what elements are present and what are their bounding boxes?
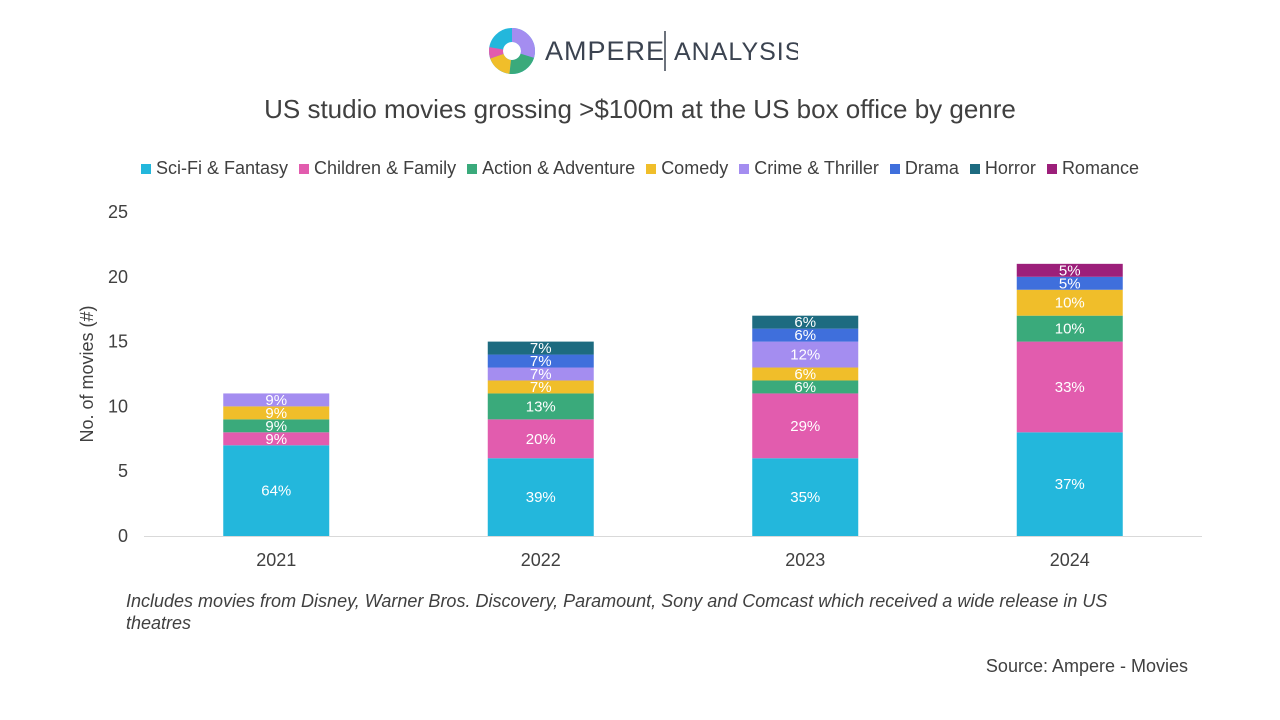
source-note: Source: Ampere - Movies xyxy=(985,656,1188,676)
bar-segment xyxy=(1016,276,1123,290)
bar-segment xyxy=(752,328,859,342)
legend-label: Crime & Thriller xyxy=(754,158,879,178)
legend-swatch xyxy=(889,163,900,174)
legend-swatch xyxy=(467,163,478,174)
bar-data-label: 20% xyxy=(526,431,556,448)
legend-swatch xyxy=(739,163,750,174)
bar-segment xyxy=(223,406,330,420)
footnote: Includes movies from Disney, Warner Bros… xyxy=(126,591,1108,633)
y-tick-label: 25 xyxy=(108,202,128,222)
legend-item: Drama xyxy=(889,158,959,179)
legend-label: Romance xyxy=(1061,158,1139,178)
bar-data-label: 35% xyxy=(790,489,820,506)
legend-item: Crime & Thriller xyxy=(739,158,879,179)
bar-data-label: 9% xyxy=(265,431,287,448)
chart-legend: Sci-Fi & Fantasy Children & Family Action … xyxy=(0,158,1280,179)
logo-word-analysis: ANALYSIS xyxy=(674,38,798,66)
legend-swatch xyxy=(1046,163,1057,174)
logo-word-ampere: AMPERE xyxy=(545,36,665,66)
bar-data-label: 37% xyxy=(1055,476,1085,493)
bar-segment xyxy=(487,341,594,355)
bar-data-label: 6% xyxy=(794,327,816,344)
y-tick-label: 15 xyxy=(108,332,128,352)
y-tick-label: 0 xyxy=(118,526,128,546)
bar-data-label: 9% xyxy=(265,405,287,422)
bar-segment xyxy=(752,315,859,329)
legend-swatch xyxy=(299,163,310,174)
bar-data-label: 10% xyxy=(1055,321,1085,338)
bar-data-label: 6% xyxy=(794,379,816,396)
chart-title: US studio movies grossing >$100m at the … xyxy=(264,94,1016,124)
bar-segment xyxy=(1016,289,1123,316)
bar-data-label: 7% xyxy=(530,366,552,383)
x-tick-label: 2024 xyxy=(1050,550,1090,570)
legend-swatch xyxy=(141,163,151,174)
bar-data-label: 7% xyxy=(530,353,552,370)
y-tick-label: 10 xyxy=(108,396,128,416)
bar-data-label: 39% xyxy=(526,489,556,506)
legend-item: Children & Family xyxy=(299,158,456,179)
legend-label: Horror xyxy=(984,158,1036,178)
legend-label: Comedy xyxy=(661,158,729,178)
bar-data-label: 64% xyxy=(261,483,291,500)
legend-label: Children & Family xyxy=(314,158,457,178)
bar-data-label: 7% xyxy=(530,340,552,357)
bar-segment xyxy=(223,432,330,446)
y-tick-label: 20 xyxy=(108,267,128,287)
bar-data-label: 9% xyxy=(265,418,287,435)
legend-label: Action & Adventure xyxy=(482,158,636,178)
bar-segment xyxy=(1016,263,1123,277)
bar-segment xyxy=(223,445,330,536)
legend-item: Sci-Fi & Fantasy xyxy=(141,158,288,179)
legend-label: Sci-Fi & Fantasy xyxy=(156,158,289,178)
bar-segment xyxy=(487,393,594,420)
bar-segment xyxy=(487,367,594,381)
legend-item: Action & Adventure xyxy=(467,158,635,179)
y-tick-label: 5 xyxy=(118,461,128,481)
bar-segment xyxy=(487,380,594,394)
x-tick-label: 2022 xyxy=(521,550,561,570)
bar-segment xyxy=(1016,315,1123,342)
bar-segment xyxy=(752,367,859,381)
y-axis-label: No. of movies (#) xyxy=(77,305,97,442)
bar-segment xyxy=(1016,341,1123,433)
x-tick-label: 2021 xyxy=(256,550,296,570)
legend-swatch xyxy=(646,163,657,174)
bar-data-label: 6% xyxy=(794,314,816,331)
ampere-analysis-logo: AMPERE ANALYSIS xyxy=(489,28,798,74)
bar-data-label: 9% xyxy=(265,392,287,409)
bar-segment xyxy=(752,393,859,459)
bar-data-label: 33% xyxy=(1055,379,1085,396)
bar-data-label: 13% xyxy=(526,398,556,415)
bar-data-label: 5% xyxy=(1059,275,1081,292)
bar-data-label: 7% xyxy=(530,379,552,396)
legend-swatch xyxy=(969,163,980,174)
legend-item: Horror xyxy=(969,158,1036,179)
bar-segment xyxy=(752,341,859,368)
bar-segment xyxy=(752,380,859,394)
bar-segment xyxy=(223,419,330,433)
bar-segment xyxy=(752,458,859,536)
bar-data-label: 10% xyxy=(1055,295,1085,312)
bar-segment xyxy=(487,419,594,459)
bar-data-label: 5% xyxy=(1059,262,1081,279)
x-tick-label: 2023 xyxy=(785,550,825,570)
bar-segment xyxy=(487,458,594,536)
logo-ring-icon xyxy=(489,28,535,74)
bar-segment xyxy=(1016,432,1123,536)
bar-data-label: 6% xyxy=(794,366,816,383)
bar-data-label: 12% xyxy=(790,347,820,364)
bar-data-label: 29% xyxy=(790,418,820,435)
legend-label: Drama xyxy=(904,158,959,178)
bar-segment xyxy=(223,393,330,407)
legend-item: Comedy xyxy=(646,158,728,179)
bar-segment xyxy=(487,354,594,368)
legend-item: Romance xyxy=(1046,158,1139,179)
